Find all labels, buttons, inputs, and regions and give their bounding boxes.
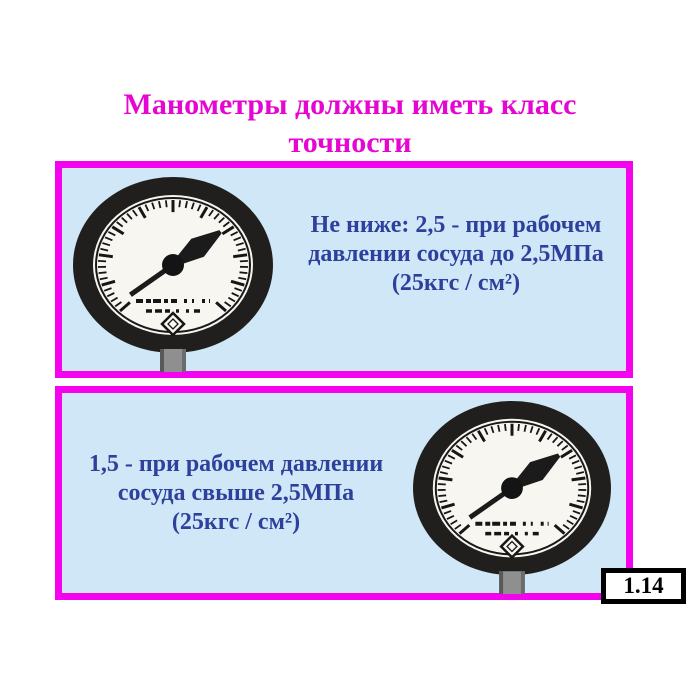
panel-upper-text: Не ниже: 2,5 - при рабочем давлении сосу… [286, 211, 626, 298]
pressure-gauge-icon [70, 174, 276, 372]
slide-number-badge: 1.14 [601, 568, 686, 604]
panel-upper-text-line-1: Не ниже: 2,5 - при рабочем [310, 212, 602, 238]
page-title-line-2: точности [288, 126, 412, 159]
panel-upper-text-line-2: давлении сосуда до 2,5МПа [308, 241, 604, 267]
panel-lower-text: 1,5 - при рабочем давлении сосуда свыше … [60, 450, 412, 537]
pressure-gauge-icon [410, 398, 614, 594]
page-title: Манометры должны иметь класс точности [0, 86, 700, 162]
panel-lower-text-line-3: (25кгс / см²) [171, 509, 301, 535]
panel-upper-text-line-3: (25кгс / см²) [391, 270, 521, 296]
panel-lower-text-line-1: 1,5 - при рабочем давлении [88, 451, 384, 477]
page-title-line-1: Манометры должны иметь класс [123, 88, 577, 121]
panel-lower-text-line-2: сосуда свыше 2,5МПа [117, 480, 355, 506]
